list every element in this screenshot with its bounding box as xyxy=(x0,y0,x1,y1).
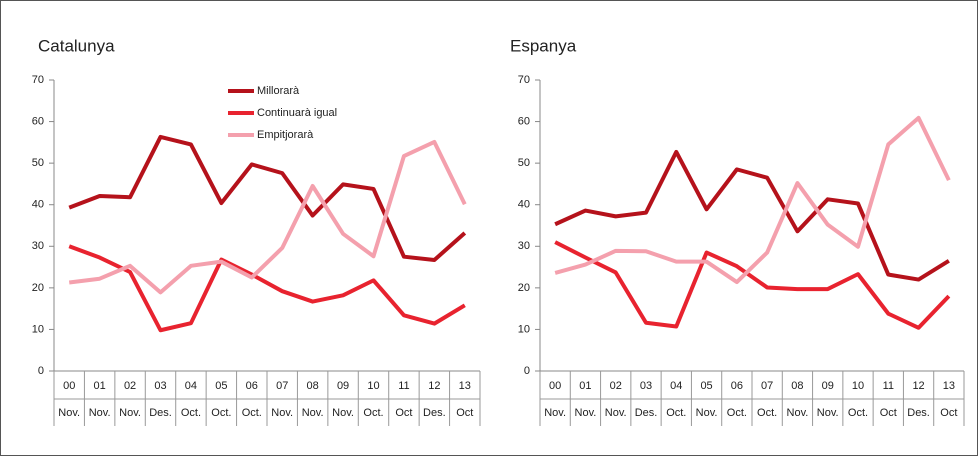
y-tick-label: 60 xyxy=(518,115,530,127)
x-subtick-label: Nov. xyxy=(271,407,293,419)
x-subtick-label: Nov. xyxy=(787,407,809,419)
x-tick-label: 02 xyxy=(610,380,622,392)
y-tick-label: 50 xyxy=(518,157,530,169)
x-subtick-label: Nov. xyxy=(119,407,141,419)
x-tick-label: 00 xyxy=(549,380,561,392)
x-tick-label: 03 xyxy=(154,380,166,392)
series-line xyxy=(554,240,951,330)
x-tick-label: 11 xyxy=(883,380,894,392)
y-tick-label: 40 xyxy=(518,199,530,211)
x-subtick-label: Nov. xyxy=(605,407,627,419)
x-tick-label: 05 xyxy=(215,380,227,392)
x-subtick-label: Des. xyxy=(907,407,930,419)
y-tick-label: 0 xyxy=(38,365,44,377)
series-line xyxy=(554,115,951,285)
x-subtick-label: Oct. xyxy=(848,407,868,419)
y-tick-label: 70 xyxy=(32,74,44,86)
y-tick-label: 40 xyxy=(32,199,44,211)
x-subtick-label: Oct xyxy=(880,407,897,419)
x-tick-label: 09 xyxy=(337,380,349,392)
x-tick-label: 07 xyxy=(761,380,773,392)
x-subtick-label: Des. xyxy=(635,407,658,419)
x-tick-label: 03 xyxy=(640,380,652,392)
series-line xyxy=(68,139,467,295)
x-subtick-label: Oct xyxy=(395,407,412,419)
x-tick-label: 09 xyxy=(822,380,834,392)
x-tick-label: 12 xyxy=(428,380,440,392)
x-tick-label: 04 xyxy=(670,380,682,392)
x-subtick-label: Nov. xyxy=(89,407,111,419)
legend-label: Millorarà xyxy=(257,85,300,97)
x-tick-label: 06 xyxy=(246,380,258,392)
x-subtick-label: Oct. xyxy=(242,407,262,419)
x-tick-label: 12 xyxy=(912,380,924,392)
series-line xyxy=(554,149,950,282)
x-tick-label: 07 xyxy=(276,380,288,392)
x-subtick-label: Nov. xyxy=(544,407,566,419)
x-tick-label: 06 xyxy=(731,380,743,392)
x-tick-label: 02 xyxy=(124,380,136,392)
y-tick-label: 70 xyxy=(518,74,530,86)
x-subtick-label: Nov. xyxy=(817,407,839,419)
x-tick-label: 10 xyxy=(852,380,864,392)
x-tick-label: 08 xyxy=(791,380,803,392)
x-tick-label: 01 xyxy=(94,380,106,392)
x-tick-label: 10 xyxy=(367,380,379,392)
series-line xyxy=(68,244,466,333)
y-tick-label: 50 xyxy=(32,157,44,169)
x-subtick-label: Des. xyxy=(149,407,172,419)
y-tick-label: 20 xyxy=(518,282,530,294)
x-subtick-label: Nov. xyxy=(332,407,354,419)
x-subtick-label: Oct. xyxy=(757,407,777,419)
x-tick-label: 13 xyxy=(459,380,471,392)
y-tick-label: 10 xyxy=(32,323,44,335)
x-tick-label: 13 xyxy=(943,380,955,392)
x-subtick-label: Oct xyxy=(456,407,473,419)
x-subtick-label: Oct. xyxy=(666,407,686,419)
chart-title: Espanya xyxy=(510,36,577,55)
x-subtick-label: Oct. xyxy=(211,407,231,419)
y-tick-label: 0 xyxy=(524,365,530,377)
y-tick-label: 10 xyxy=(518,323,530,335)
x-tick-label: 00 xyxy=(63,380,75,392)
legend-label: Continuarà igual xyxy=(257,107,337,119)
x-tick-label: 01 xyxy=(579,380,591,392)
x-subtick-label: Oct. xyxy=(181,407,201,419)
x-tick-label: 11 xyxy=(398,380,409,392)
x-subtick-label: Nov. xyxy=(575,407,597,419)
chart-title: Catalunya xyxy=(38,36,115,55)
x-subtick-label: Des. xyxy=(423,407,446,419)
x-tick-label: 05 xyxy=(700,380,712,392)
y-tick-label: 30 xyxy=(32,240,44,252)
x-subtick-label: Oct xyxy=(940,407,957,419)
x-subtick-label: Nov. xyxy=(302,407,324,419)
x-subtick-label: Oct. xyxy=(363,407,383,419)
series-line xyxy=(68,134,467,263)
legend-label: Empitjorarà xyxy=(257,129,314,141)
x-subtick-label: Nov. xyxy=(696,407,718,419)
x-tick-label: 08 xyxy=(307,380,319,392)
x-subtick-label: Nov. xyxy=(58,407,80,419)
y-tick-label: 20 xyxy=(32,282,44,294)
y-tick-label: 30 xyxy=(518,240,530,252)
x-tick-label: 04 xyxy=(185,380,197,392)
x-subtick-label: Oct. xyxy=(727,407,747,419)
y-tick-label: 60 xyxy=(32,115,44,127)
